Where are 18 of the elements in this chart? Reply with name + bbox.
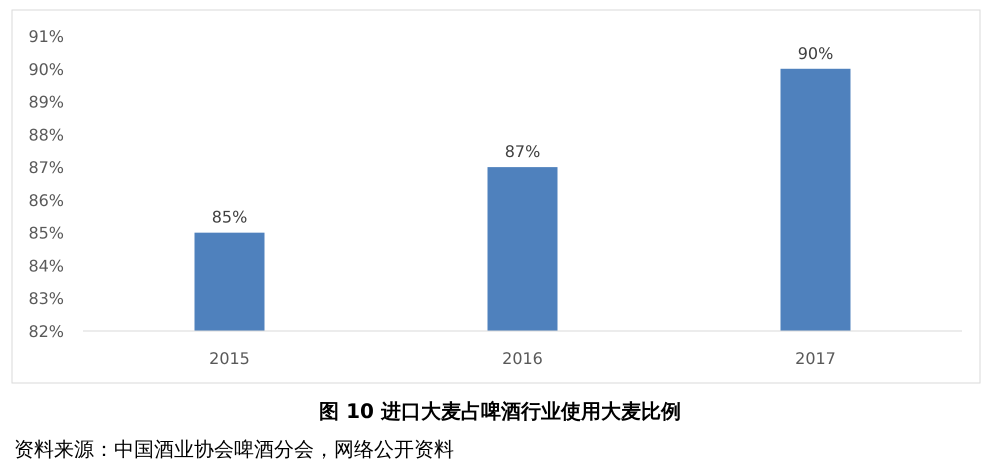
- y-tick-label: 84%: [28, 256, 64, 276]
- y-tick-label: 91%: [28, 27, 64, 46]
- x-tick-label: 2016: [502, 349, 543, 368]
- data-label: 90%: [798, 44, 834, 63]
- data-label: 87%: [504, 142, 540, 162]
- text: 资料来源：中国酒业协会啤酒分会，网络公开资料: [14, 437, 454, 461]
- y-tick-label: 86%: [28, 190, 64, 210]
- y-tick-label: 83%: [28, 289, 64, 308]
- x-tick-label: 2015: [209, 349, 250, 368]
- data-label: 85%: [212, 208, 248, 227]
- y-tick-label: 87%: [28, 158, 64, 178]
- y-tick-label: 89%: [28, 92, 64, 112]
- y-tick-label: 90%: [28, 60, 64, 79]
- y-tick-label: 85%: [28, 224, 64, 243]
- x-tick-label: 2017: [795, 349, 836, 368]
- y-tick-label: 88%: [28, 125, 64, 144]
- y-tick-label: 82%: [28, 322, 64, 341]
- text: 图 10 进口大麦占啤酒行业使用大麦比例: [319, 399, 681, 423]
